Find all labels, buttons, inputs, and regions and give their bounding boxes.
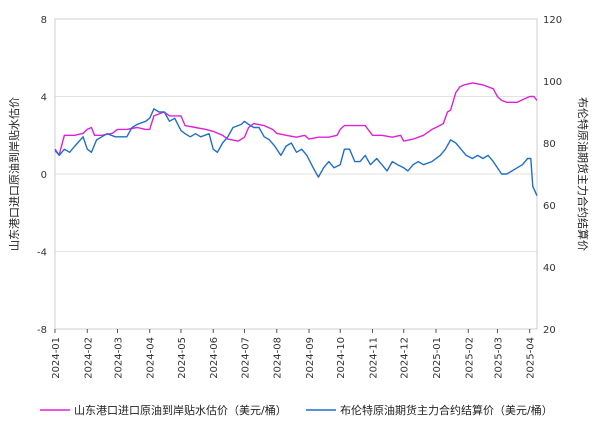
series-layer: [54, 82, 538, 196]
x-tick-label: 2024-02: [83, 337, 94, 379]
right-tick-label: 100: [543, 77, 562, 88]
right-axis-ticks: 120 100 80 60 40 20: [543, 15, 562, 336]
left-tick-label: -8: [37, 325, 47, 336]
left-axis-ticks: 8 4 0 -4 -8: [37, 15, 47, 336]
x-axis-ticks: 2024-01 2024-02 2024-03 2024-04 2024-05 2024-…: [51, 329, 537, 379]
left-tick-label: -4: [37, 248, 47, 259]
right-tick-label: 120: [543, 15, 562, 26]
left-tick-label: 8: [41, 15, 47, 26]
right-axis-title: 布伦特原油期货主力合约结算价: [576, 97, 590, 251]
series-line-1: [54, 108, 538, 196]
series-line-0: [54, 82, 538, 156]
left-tick-label: 0: [41, 170, 47, 181]
right-tick-label: 40: [543, 263, 556, 274]
x-tick-label: 2024-10: [336, 337, 347, 379]
x-tick-label: 2025-03: [493, 337, 504, 379]
gridlines: [55, 18, 537, 330]
x-tick-label: 2024-01: [51, 337, 62, 379]
plot-area-frame: [54, 18, 538, 330]
x-tick-label: 2025-04: [526, 337, 537, 379]
x-tick-label: 2024-09: [305, 337, 316, 379]
x-tick-label: 2024-05: [177, 337, 188, 379]
x-tick-label: 2024-06: [209, 337, 220, 379]
legend-label-discount: 山东港口进口原油到岸贴水估价（美元/桶）: [74, 403, 287, 417]
x-tick-label: 2025-02: [464, 337, 475, 379]
right-tick-label: 60: [543, 201, 556, 212]
left-axis-title: 山东港口进口原油到岸贴水估价: [7, 97, 21, 251]
x-tick-label: 2025-01: [432, 337, 443, 379]
x-tick-label: 2024-04: [146, 337, 157, 379]
x-tick-label: 2024-07: [240, 337, 251, 379]
x-tick-label: 2024-11: [369, 337, 380, 379]
right-tick-label: 20: [543, 325, 556, 336]
right-tick-label: 80: [543, 139, 556, 150]
legend: 山东港口进口原油到岸贴水估价（美元/桶） 布伦特原油期货主力合约结算价（美元/桶…: [40, 403, 553, 417]
x-tick-label: 2024-08: [273, 337, 284, 379]
left-tick-label: 4: [41, 93, 47, 104]
x-tick-label: 2024-03: [113, 337, 124, 379]
legend-label-brent: 布伦特原油期货主力合约结算价（美元/桶）: [340, 403, 553, 417]
x-tick-label: 2024-12: [400, 337, 411, 379]
